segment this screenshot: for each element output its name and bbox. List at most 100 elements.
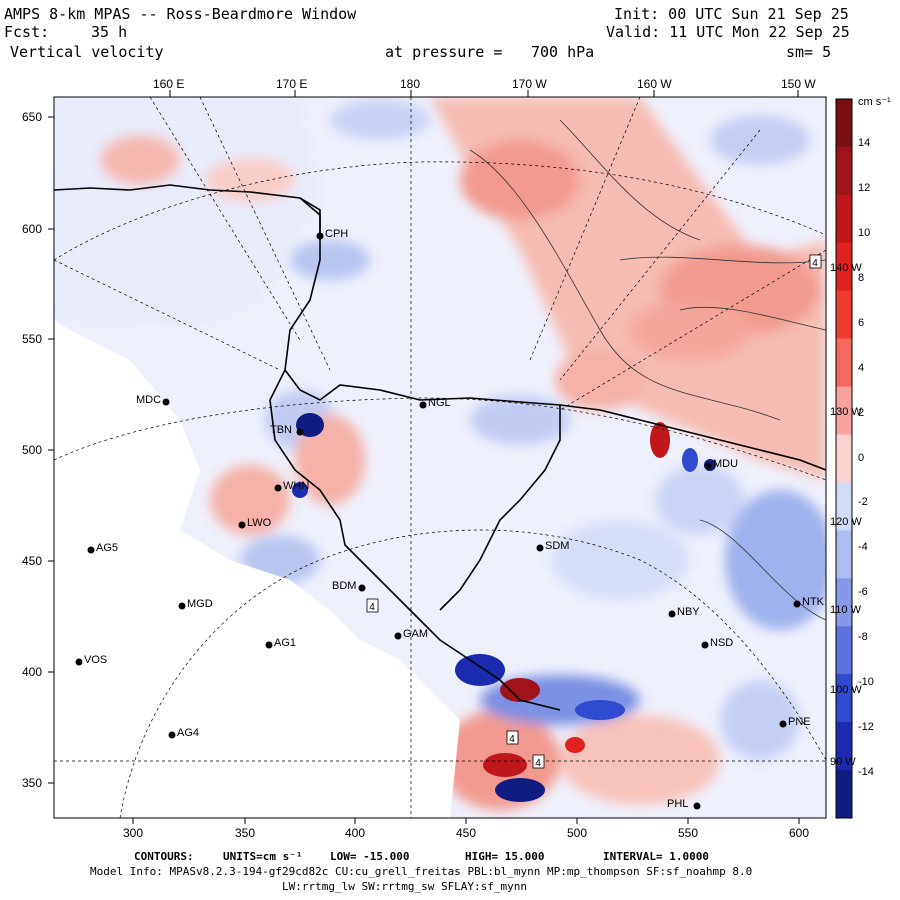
station-label: AG4 [177, 727, 200, 739]
station-dot [668, 610, 676, 618]
station-label: AG1 [274, 637, 297, 649]
station-dot [238, 521, 246, 529]
station-label: CPH [325, 228, 349, 240]
contours-high: HIGH= 15.000 [465, 850, 545, 863]
lon-label-top: 160 W [637, 77, 672, 91]
lon-label-top: 180 [400, 77, 421, 91]
contour-label: 4 [535, 758, 541, 769]
station-dot [87, 546, 95, 554]
station-dot [693, 802, 701, 810]
station-dot [296, 428, 304, 436]
colorbar-swatch [836, 99, 852, 148]
colorbar-units: cm s⁻¹ [858, 96, 891, 108]
contour-label-box [506, 730, 519, 745]
station-label: TBN [270, 424, 292, 436]
contour-label-box [809, 254, 822, 269]
colorbar-swatch [836, 242, 852, 292]
station-dot [316, 232, 324, 240]
station-dot [162, 398, 170, 406]
model-info: Model Info: MPASv8.2.3-194-gf29cd82c CU:… [90, 865, 753, 878]
x-tick: 600 [789, 826, 810, 840]
contours-label: CONTOURS: [134, 850, 194, 863]
colorbar-tick-label: 14 [858, 136, 871, 149]
station-dot [178, 602, 186, 610]
model-info-physics: LW:rrtmg_lw SW:rrtmg_sw SFLAY:sf_mynn [282, 880, 528, 893]
colorbar-tick-label: 8 [858, 271, 865, 284]
station-dot [704, 462, 712, 470]
colorbar-swatch [836, 722, 852, 771]
station-label: NGL [428, 397, 451, 409]
station-dot [265, 641, 273, 649]
init-time: Init: 00 UTC Sun 21 Sep 25 [614, 5, 849, 23]
contour-label: 4 [369, 602, 375, 613]
lon-label-right: 110 W [830, 604, 861, 616]
station-label: MGD [187, 598, 213, 610]
colorbar-tick-label: -12 [858, 721, 874, 734]
colorbar [835, 98, 853, 819]
pressure-label: at pressure = [385, 43, 503, 61]
station-label: PHL [667, 798, 689, 810]
colorbar-tick-label: 0 [858, 451, 865, 464]
lon-label-right: 90 W [830, 756, 856, 768]
pressure-value: 700 hPa [531, 43, 595, 61]
contours-units: UNITS=cm s⁻¹ [223, 850, 303, 863]
station-dot [701, 641, 709, 649]
colorbar-tick-label: 10 [858, 226, 871, 239]
x-tick: 400 [345, 826, 366, 840]
colorbar-tick-label: 4 [858, 361, 865, 374]
colorbar-swatch [836, 626, 852, 675]
y-tick: 550 [22, 332, 43, 346]
contours-low: LOW= -15.000 [330, 850, 410, 863]
station-label: NSD [710, 637, 734, 649]
y-tick: 400 [22, 665, 43, 679]
colorbar-tick-label: -4 [858, 541, 868, 554]
x-tick: 300 [123, 826, 144, 840]
station-label: WHN [283, 480, 310, 492]
colorbar-tick-label: -8 [858, 631, 868, 644]
station-label: SDM [545, 540, 570, 552]
station-markers [75, 232, 801, 810]
colorbar-swatch [836, 434, 852, 483]
colorbar-swatch [836, 770, 852, 819]
x-tick: 450 [456, 826, 477, 840]
station-label: NTK [802, 596, 824, 608]
y-tick: 600 [22, 222, 43, 236]
contour-labels: 4 4 4 4 [366, 254, 822, 769]
lon-label-top: 170 E [276, 77, 308, 91]
contour-label: 4 [509, 734, 515, 745]
colorbar-swatch [836, 386, 852, 436]
colorbar-swatch [836, 290, 852, 340]
station-dot [358, 584, 366, 592]
station-label: PNE [788, 716, 811, 728]
colorbar-tick-label: 12 [858, 181, 871, 194]
station-label: GAM [403, 628, 429, 640]
model-title: AMPS 8-km MPAS -- Ross-Beardmore Window [4, 5, 357, 23]
x-tick: 550 [678, 826, 699, 840]
velocity-field [54, 97, 826, 818]
station-dot [274, 484, 282, 492]
contour-label-box [532, 754, 545, 769]
colorbar-swatch [836, 194, 852, 244]
forecast-label: Fcst: [4, 23, 50, 41]
station-dot [779, 720, 787, 728]
colorbar-tick-label: 6 [858, 316, 865, 329]
station-dot [793, 600, 801, 608]
lon-label-right: 130 W [830, 406, 862, 418]
colorbar-tick-label: -10 [858, 676, 874, 689]
colorbar-swatch [836, 146, 852, 196]
lon-label-top: 150 W [781, 77, 816, 91]
colorbar-tick-label: -2 [858, 496, 868, 509]
colorbar-tick-label: -14 [858, 766, 874, 779]
y-tick: 350 [22, 776, 43, 790]
y-tick: 650 [22, 110, 43, 124]
colorbar-frame [835, 98, 853, 819]
colorbar-tick-label: -6 [858, 586, 868, 599]
station-label: NBY [677, 606, 700, 618]
y-tick: 500 [22, 443, 43, 457]
valid-time: Valid: 11 UTC Mon 22 Sep 25 [606, 23, 850, 41]
colorbar-swatch [836, 674, 852, 723]
station-dot [168, 731, 176, 739]
station-label: LWO [247, 517, 272, 529]
colorbar-swatch [836, 338, 852, 388]
